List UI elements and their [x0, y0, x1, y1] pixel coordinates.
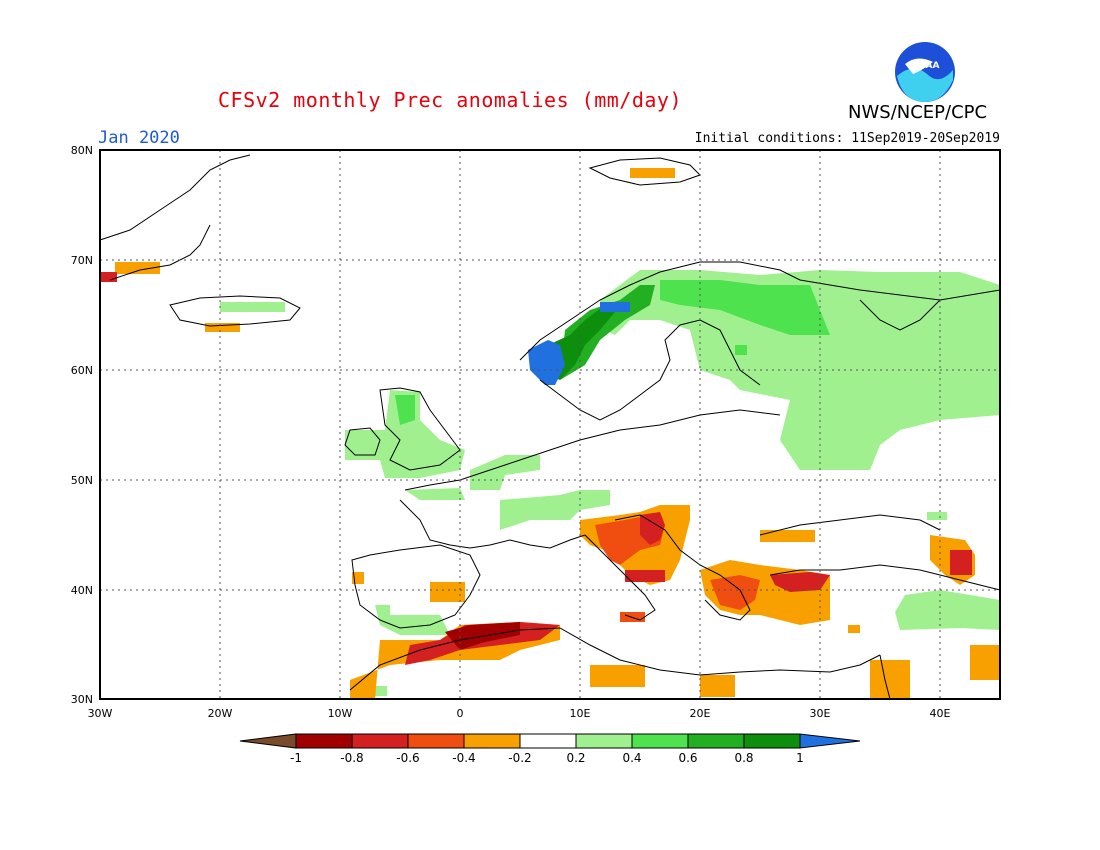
positive-anomaly-baltic	[735, 345, 747, 355]
lat-label-80n: 80N	[71, 144, 93, 157]
colorbar: -1 -0.8 -0.6 -0.4 -0.2 0.2 0.4 0.6 0.8 1	[239, 733, 861, 765]
lon-label-30e: 30E	[810, 707, 831, 720]
colorbar-label-neg08: -0.8	[340, 751, 363, 765]
colorbar-bin-5	[519, 733, 577, 749]
negative-anomaly-caucasus-red	[950, 550, 972, 575]
lat-label-50n: 50N	[71, 474, 93, 487]
lat-label-40n: 40N	[71, 584, 93, 597]
colorbar-bin-6	[575, 733, 633, 749]
positive-anomaly-norway-darkest	[548, 305, 615, 380]
lon-label-0: 0	[457, 707, 464, 720]
initial-conditions: Initial conditions: 11Sep2019-20Sep2019	[694, 131, 1000, 146]
positive-anomaly-scotland	[395, 395, 415, 425]
positive-anomaly-alps	[500, 490, 610, 530]
positive-anomaly-france	[405, 488, 465, 500]
colorbar-high-arrow	[799, 733, 861, 749]
grid-lines	[100, 150, 1000, 699]
negative-anomaly-arabia	[970, 645, 1000, 680]
positive-anomaly-caucasus	[927, 512, 947, 520]
negative-anomaly-greenland	[115, 262, 160, 274]
lon-label-10e: 10E	[570, 707, 591, 720]
agency-label: NWS/NCEP/CPC	[848, 102, 988, 123]
lon-label-30w: 30W	[88, 707, 113, 720]
forecast-month: Jan 2020	[98, 128, 180, 148]
lat-label-60n: 60N	[71, 364, 93, 377]
colorbar-label-neg02: -0.2	[508, 751, 531, 765]
negative-anomaly-iberia	[430, 582, 465, 602]
negative-anomaly-adriatic-dark	[640, 512, 665, 545]
negative-anomaly-libya	[590, 665, 645, 687]
colorbar-label-neg04: -0.4	[452, 751, 475, 765]
positive-anomaly-finland-medium	[660, 280, 830, 335]
negative-anomaly-algeria-red	[405, 622, 560, 665]
colorbar-bin-9	[743, 733, 801, 749]
noaa-logo-icon: NOAA	[895, 42, 955, 102]
colorbar-bin-2	[351, 733, 409, 749]
chart-title: CFSv2 monthly Prec anomalies (mm/day)	[217, 88, 683, 112]
negative-anomaly-iceland-south	[205, 323, 240, 332]
positive-anomaly-norway-blue-2	[600, 302, 630, 312]
positive-anomaly-iceland	[220, 302, 285, 312]
lon-label-20e: 20E	[690, 707, 711, 720]
colorbar-label-neg06: -0.6	[396, 751, 419, 765]
positive-anomaly-norway-blue	[528, 340, 565, 385]
negative-anomaly-cyprus	[848, 625, 860, 633]
colorbar-label-08: 0.8	[734, 751, 753, 765]
latitude-labels: 80N 70N 60N 50N 40N 30N	[71, 144, 93, 706]
colorbar-label-04: 0.4	[622, 751, 641, 765]
longitude-labels: 30W 20W 10W 0 10E 20E 30E 40E	[88, 707, 951, 720]
colorbar-bin-8	[687, 733, 745, 749]
colorbar-label-06: 0.6	[678, 751, 697, 765]
colorbar-label-neg1: -1	[290, 751, 302, 765]
colorbar-bin-3	[407, 733, 465, 749]
negative-anomaly-greenland-red	[100, 272, 117, 282]
colorbar-bin-7	[631, 733, 689, 749]
colorbar-low-arrow	[239, 733, 297, 749]
lat-label-30n: 30N	[71, 693, 93, 706]
lon-label-40e: 40E	[930, 707, 951, 720]
lat-label-70n: 70N	[71, 254, 93, 267]
colorbar-bin-1	[295, 733, 353, 749]
colorbar-label-1: 1	[796, 751, 804, 765]
colorbar-bin-4	[463, 733, 521, 749]
positive-anomaly-spain-south	[375, 605, 450, 635]
lon-label-10w: 10W	[328, 707, 353, 720]
lon-label-20w: 20W	[208, 707, 233, 720]
negative-anomaly-svalbard	[630, 168, 675, 178]
positive-anomaly-benelux	[470, 455, 540, 490]
positive-anomaly-britain	[345, 390, 465, 478]
negative-anomaly-turkey-red	[770, 572, 830, 592]
map-frame	[99, 149, 1001, 700]
positive-anomaly-norway-dark	[560, 285, 655, 380]
negative-anomaly-south-italy	[625, 570, 665, 582]
negative-anomaly-black-sea	[760, 530, 815, 542]
negative-anomaly-levant	[870, 660, 910, 698]
colorbar-label-02: 0.2	[566, 751, 585, 765]
positive-anomaly-turkey-east	[895, 590, 1000, 630]
logo-text: NOAA	[911, 61, 940, 71]
negative-anomaly-egypt	[700, 675, 735, 697]
negative-anomaly-greece-red	[710, 575, 760, 610]
